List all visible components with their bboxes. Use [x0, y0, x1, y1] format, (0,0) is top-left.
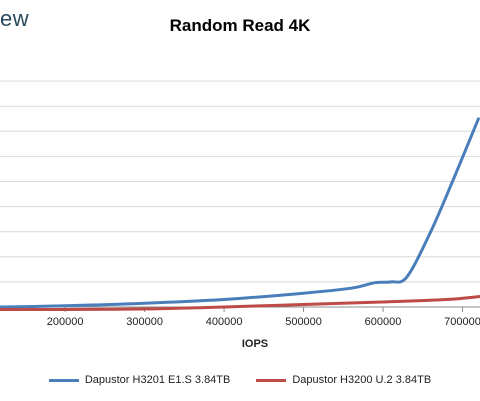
x-tick-label-5: 700000: [444, 316, 480, 328]
chart-title: Random Read 4K: [169, 16, 311, 35]
x-tick-label-2: 400000: [206, 316, 243, 328]
legend-label-e1s: Dapustor H3201 E1.S 3.84TB: [84, 374, 231, 386]
x-tick-label-3: 500000: [285, 316, 322, 328]
legend-item-u2: Dapustor H3200 U.2 3.84TB: [256, 374, 431, 386]
series-lines: [0, 117, 480, 312]
legend-swatch-e1s: [48, 378, 79, 382]
x-tick-label-4: 600000: [365, 316, 402, 328]
x-tick-label-0: 200000: [47, 316, 84, 328]
series-line-1: [0, 295, 480, 312]
series-line-0: [0, 117, 480, 309]
x-tick-labels: 200000 300000 400000 500000 600000 700000: [47, 316, 480, 328]
legend-item-e1s: Dapustor H3201 E1.S 3.84TB: [48, 374, 231, 386]
legend: Dapustor H3201 E1.S 3.84TB Dapustor H320…: [0, 374, 480, 386]
x-axis-title: IOPS: [242, 338, 268, 350]
x-tick-label-1: 300000: [126, 316, 163, 328]
legend-swatch-u2: [256, 378, 287, 382]
legend-label-u2: Dapustor H3200 U.2 3.84TB: [292, 374, 432, 386]
brand-logo-fragment: ew: [0, 6, 30, 31]
